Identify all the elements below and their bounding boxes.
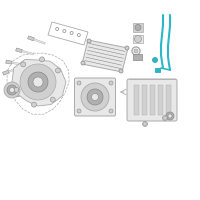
Circle shape <box>39 57 44 62</box>
Circle shape <box>55 68 60 73</box>
Circle shape <box>135 24 141 30</box>
Circle shape <box>28 72 48 92</box>
Circle shape <box>21 62 26 67</box>
Circle shape <box>164 117 166 119</box>
Bar <box>8 66 22 72</box>
Circle shape <box>20 64 56 100</box>
Circle shape <box>144 123 146 125</box>
Bar <box>12 62 24 66</box>
Bar <box>22 50 34 55</box>
Polygon shape <box>82 40 128 72</box>
Bar <box>3 70 9 75</box>
Bar <box>133 23 143 32</box>
FancyBboxPatch shape <box>127 79 177 121</box>
Bar <box>155 68 160 72</box>
Circle shape <box>33 77 43 87</box>
Bar <box>33 39 45 44</box>
Circle shape <box>125 46 129 50</box>
Circle shape <box>87 39 91 43</box>
Bar <box>150 85 155 115</box>
Circle shape <box>109 109 113 113</box>
Circle shape <box>7 85 17 95</box>
Circle shape <box>10 88 14 92</box>
Circle shape <box>4 82 20 98</box>
Bar <box>22 90 36 95</box>
Circle shape <box>14 87 19 92</box>
Bar <box>16 48 22 52</box>
Circle shape <box>134 49 138 53</box>
Bar <box>133 35 143 43</box>
Circle shape <box>109 81 113 85</box>
Bar <box>166 85 171 115</box>
Circle shape <box>92 94 98 100</box>
FancyBboxPatch shape <box>74 78 116 116</box>
Circle shape <box>168 114 172 118</box>
Circle shape <box>134 36 142 43</box>
Bar <box>16 93 22 97</box>
Circle shape <box>119 69 123 73</box>
Circle shape <box>162 116 168 120</box>
Circle shape <box>81 83 109 111</box>
Bar <box>134 85 139 115</box>
Circle shape <box>32 102 37 107</box>
Circle shape <box>142 121 148 127</box>
Circle shape <box>81 61 85 65</box>
Bar <box>158 85 163 115</box>
Bar <box>142 85 147 115</box>
Circle shape <box>153 58 158 62</box>
Bar <box>28 36 34 41</box>
Circle shape <box>87 89 103 105</box>
Bar <box>133 54 142 60</box>
Circle shape <box>50 97 55 102</box>
Circle shape <box>166 112 174 120</box>
Bar <box>6 60 12 64</box>
Circle shape <box>77 109 81 113</box>
Polygon shape <box>12 59 66 106</box>
Circle shape <box>77 81 81 85</box>
